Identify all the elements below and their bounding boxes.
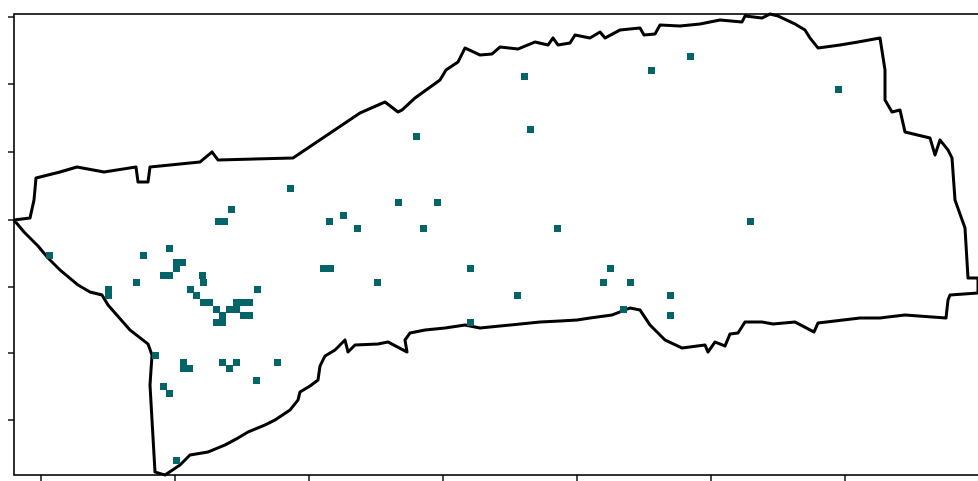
site-marker <box>180 365 187 372</box>
site-marker <box>206 299 213 306</box>
site-marker <box>105 286 112 293</box>
site-markers <box>46 53 842 464</box>
site-marker <box>246 312 253 319</box>
site-marker <box>246 299 253 306</box>
site-marker <box>521 73 528 80</box>
site-marker <box>687 53 694 60</box>
axis-ticks <box>8 16 846 481</box>
site-marker <box>395 199 402 206</box>
site-marker <box>233 359 240 366</box>
site-marker <box>667 292 674 299</box>
site-marker <box>226 365 233 372</box>
site-marker <box>133 279 140 286</box>
site-marker <box>600 279 607 286</box>
site-marker <box>420 225 427 232</box>
site-marker <box>747 218 754 225</box>
site-marker <box>253 377 260 384</box>
site-marker <box>180 359 187 366</box>
site-marker <box>213 306 220 313</box>
site-marker <box>274 359 281 366</box>
site-marker <box>240 299 247 306</box>
site-marker <box>219 312 226 319</box>
site-marker <box>166 390 173 397</box>
site-marker <box>667 312 674 319</box>
site-marker <box>233 299 240 306</box>
site-marker <box>374 279 381 286</box>
site-marker <box>173 265 180 272</box>
site-marker <box>179 259 186 266</box>
site-marker <box>434 199 441 206</box>
site-marker <box>193 292 200 299</box>
site-marker <box>627 279 634 286</box>
site-marker <box>200 299 207 306</box>
site-marker <box>187 286 194 293</box>
site-marker <box>320 265 327 272</box>
site-marker <box>354 225 361 232</box>
site-marker <box>467 319 474 326</box>
site-marker <box>467 265 474 272</box>
site-marker <box>835 86 842 93</box>
site-marker <box>166 272 173 279</box>
site-marker <box>326 218 333 225</box>
site-marker <box>221 218 228 225</box>
site-marker <box>413 133 420 140</box>
site-marker <box>219 359 226 366</box>
site-marker <box>173 259 180 266</box>
site-marker <box>213 319 220 326</box>
site-marker <box>166 245 173 252</box>
site-marker <box>287 185 294 192</box>
site-marker <box>233 306 240 313</box>
site-marker <box>340 212 347 219</box>
site-marker <box>219 319 226 326</box>
site-marker <box>620 306 627 313</box>
plot-frame <box>13 13 978 476</box>
site-marker <box>648 67 655 74</box>
site-marker <box>554 225 561 232</box>
site-marker <box>254 286 261 293</box>
site-marker <box>607 265 614 272</box>
site-marker <box>140 252 147 259</box>
site-marker <box>200 279 207 286</box>
site-marker <box>105 292 112 299</box>
site-marker <box>160 383 167 390</box>
site-marker <box>152 352 159 359</box>
site-marker <box>46 252 53 259</box>
site-marker <box>327 265 334 272</box>
site-marker <box>514 292 521 299</box>
site-marker <box>173 457 180 464</box>
site-marker <box>199 272 206 279</box>
site-marker <box>215 218 222 225</box>
site-marker <box>160 272 167 279</box>
site-marker <box>240 312 247 319</box>
site-marker <box>527 126 534 133</box>
site-marker <box>186 365 193 372</box>
site-marker <box>228 206 235 213</box>
region-boundary <box>12 12 978 477</box>
site-marker <box>226 306 233 313</box>
